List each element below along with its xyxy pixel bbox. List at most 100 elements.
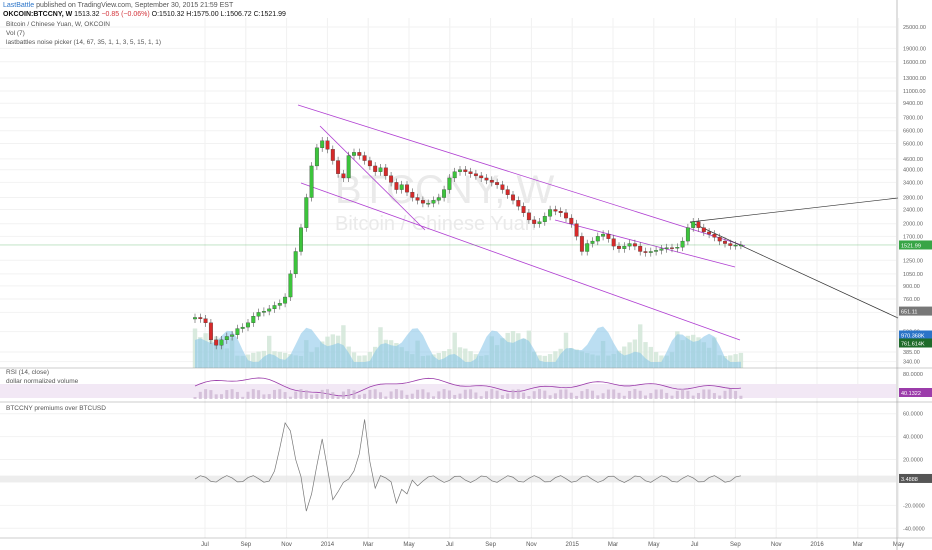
y-tick-label: 760.00	[903, 297, 920, 303]
y-tick-label: 13000.00	[903, 76, 926, 82]
candle	[680, 240, 685, 248]
volume-bar	[256, 351, 261, 368]
premium-tick-label: 40.0000	[903, 435, 923, 441]
rsi-volume-bar	[384, 396, 388, 399]
y-tick-label: 16000.00	[903, 60, 926, 66]
candle	[246, 322, 250, 328]
candle	[309, 165, 314, 198]
x-tick-label: Nov	[281, 542, 292, 548]
candle	[198, 317, 203, 319]
candle	[675, 247, 680, 249]
rsi-volume-bar	[490, 389, 494, 399]
candle	[489, 179, 494, 183]
rsi-volume-bar	[442, 389, 446, 399]
symbol-label[interactable]: OKCOIN:BTCCNY, W	[3, 11, 73, 18]
candle	[314, 147, 319, 167]
rsi-volume-bar	[379, 392, 382, 399]
candle	[219, 339, 224, 346]
candle	[320, 140, 325, 148]
candle	[632, 243, 637, 247]
volume-bar	[251, 352, 256, 368]
premium-title[interactable]: BTCCNY premiums over BTCUSD	[6, 405, 106, 412]
y-tick-label: 3400.00	[903, 180, 923, 186]
candle	[484, 177, 489, 181]
candle	[617, 245, 621, 249]
rsi-volume-bar	[585, 389, 589, 399]
rsi-volume-bar	[559, 389, 563, 399]
volume-bar	[468, 351, 473, 368]
candle	[452, 171, 457, 179]
candle	[373, 165, 378, 172]
volume-bar	[659, 355, 664, 368]
candle	[622, 245, 627, 249]
rsi-volume-bar	[331, 392, 335, 399]
y-tick-label: 1050.00	[903, 272, 923, 278]
rsi-volume-bar	[596, 395, 600, 399]
volume-area	[195, 326, 741, 368]
rsi-volume-bar	[575, 395, 579, 399]
volume-bar	[542, 355, 547, 368]
rsi-volume-bar	[220, 394, 223, 399]
svg-text:Bitcoin / Chinese Yuan: Bitcoin / Chinese Yuan	[335, 213, 536, 235]
x-tick-label: Nov	[526, 542, 537, 548]
rsi-volume-bar	[511, 389, 515, 399]
candle	[670, 247, 674, 249]
rsi-volume-bar	[506, 393, 510, 399]
gray-price-label-bg	[899, 306, 932, 316]
rsi-volume-bar	[548, 395, 552, 399]
candle	[341, 173, 346, 179]
rsi-volume-bar	[336, 396, 340, 399]
candle	[579, 236, 584, 252]
volume-area-path	[195, 326, 741, 368]
rsi-title[interactable]: RSI (14, close)	[6, 369, 49, 376]
candle	[203, 318, 208, 323]
trendline	[300, 182, 741, 341]
author-link[interactable]: LastBattle	[3, 2, 35, 9]
candle	[367, 160, 372, 167]
volume-label-1-bg	[899, 330, 932, 340]
rsi-volume-bar	[363, 393, 367, 399]
candle	[500, 184, 505, 190]
rsi-volume-bar	[320, 389, 324, 399]
rsi-volume-bar	[241, 396, 245, 399]
candle	[240, 326, 245, 329]
candle	[383, 167, 388, 176]
rsi-volume-bar	[728, 389, 732, 399]
rsi-last-label: 40.1322	[901, 391, 921, 397]
volume-bar	[357, 355, 362, 368]
rsi-volume-bar	[400, 390, 404, 399]
trendline	[554, 219, 736, 268]
rsi-volume-bar	[702, 389, 706, 399]
published-line: LastBattle published on TradingView.com,…	[3, 2, 233, 9]
last-price-label-bg	[899, 240, 932, 250]
rsi-volume-bar	[670, 395, 674, 399]
candle	[707, 231, 712, 235]
gray-price-label: 651.11	[901, 310, 917, 316]
volume-label-2: 761.614K	[901, 342, 925, 348]
y-tick-label: 5600.00	[903, 142, 923, 148]
premium-band	[0, 475, 896, 483]
y-tick-label: 900.00	[903, 284, 920, 290]
rsi-volume-bar	[432, 396, 435, 399]
rsi-volume-bar	[214, 394, 218, 399]
rsi-volume-bar	[654, 389, 658, 399]
candle	[521, 206, 526, 213]
candle	[442, 189, 447, 198]
rsi-volume-bar	[734, 390, 738, 399]
rsi-volume-bar	[288, 396, 292, 399]
rsi-volume-bar	[580, 391, 584, 399]
x-tick-label: Mar	[608, 542, 618, 548]
candle	[251, 316, 256, 323]
rsi-volume-bar	[389, 391, 393, 399]
rsi-volume-bar	[543, 390, 547, 399]
premium-tick-label: 20.0000	[903, 458, 923, 464]
rsi-volume-bar	[315, 393, 319, 399]
x-tick-label: Mar	[853, 542, 863, 548]
study-volume[interactable]: Vol (7)	[6, 30, 25, 37]
candle	[352, 152, 356, 156]
rsi-volume-bar	[527, 396, 531, 399]
candle	[288, 273, 293, 298]
study-noise-picker[interactable]: lastbattles noise picker (14, 67, 35, 1,…	[6, 39, 162, 46]
rsi-volume-bar	[198, 391, 202, 399]
volume-bar	[728, 355, 733, 368]
